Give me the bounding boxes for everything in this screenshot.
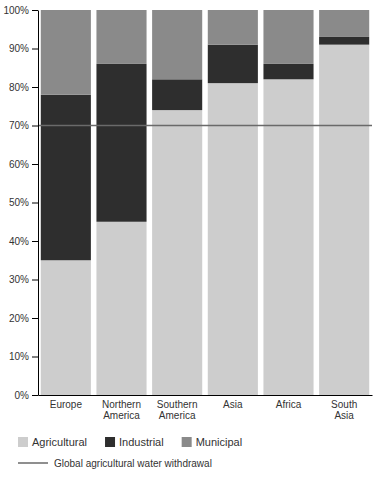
x-tick: NorthernAmerica bbox=[102, 395, 141, 421]
y-tick-label: 90% bbox=[9, 43, 29, 54]
y-tick: 90% bbox=[9, 43, 38, 54]
x-tick-label: Asia bbox=[223, 399, 243, 410]
bar-segment bbox=[96, 222, 146, 395]
reference-line bbox=[38, 125, 372, 127]
legend-label: Industrial bbox=[119, 436, 164, 448]
bar-segment bbox=[41, 95, 91, 261]
series bbox=[41, 45, 369, 395]
bar-segment bbox=[263, 79, 313, 395]
bar-segment bbox=[319, 37, 369, 45]
y-tick-mark bbox=[32, 280, 38, 281]
x-tick-label-line: Asia bbox=[334, 410, 354, 421]
bar-segment bbox=[263, 64, 313, 79]
legend-line bbox=[18, 462, 48, 464]
legend-item: Municipal bbox=[182, 436, 242, 448]
y-tick-label: 80% bbox=[9, 82, 29, 93]
y-tick: 80% bbox=[9, 82, 38, 93]
y-tick-mark bbox=[32, 10, 38, 11]
y-tick-mark bbox=[32, 357, 38, 358]
bar-segment bbox=[152, 79, 202, 110]
x-tick: SouthernAmerica bbox=[157, 395, 198, 421]
x-tick-label-line: Southern bbox=[157, 399, 198, 410]
y-tick: 60% bbox=[9, 159, 38, 170]
y-tick: 20% bbox=[9, 313, 38, 324]
bar-segment bbox=[96, 64, 146, 222]
x-tick-label: Africa bbox=[276, 399, 302, 410]
legend-swatch bbox=[182, 437, 192, 447]
bar-segment bbox=[41, 260, 91, 395]
y-tick-mark bbox=[32, 164, 38, 165]
bar-segment bbox=[208, 45, 258, 84]
bar-segment bbox=[319, 45, 369, 395]
y-tick-label: 20% bbox=[9, 313, 29, 324]
x-tick-label: SouthAsia bbox=[331, 399, 357, 421]
y-tick: 70% bbox=[9, 120, 38, 131]
legend-item: Agricultural bbox=[18, 436, 87, 448]
x-tick-label-line: Europe bbox=[50, 399, 83, 410]
y-tick-label: 100% bbox=[3, 5, 29, 16]
plot-area bbox=[38, 10, 372, 395]
y-tick: 50% bbox=[9, 197, 38, 208]
y-tick-mark bbox=[32, 241, 38, 242]
y-tick-label: 0% bbox=[15, 390, 30, 401]
y-tick-mark bbox=[32, 87, 38, 88]
y-tick-label: 10% bbox=[9, 351, 29, 362]
x-axis: EuropeNorthernAmericaSouthernAmericaAsia… bbox=[39, 395, 373, 421]
bar-segment bbox=[41, 10, 91, 95]
legend-label: Municipal bbox=[196, 436, 242, 448]
x-tick: SouthAsia bbox=[331, 395, 357, 421]
x-tick: Africa bbox=[276, 395, 302, 410]
x-tick-label: NorthernAmerica bbox=[102, 399, 141, 421]
chart: 0% 10% 20% 30% 40% 50% 60% 70% 80% 90% 100% Europe N… bbox=[0, 0, 380, 483]
legend-label: Global agricultural water withdrawal bbox=[54, 458, 212, 469]
x-tick: Europe bbox=[50, 395, 83, 410]
bar-segment bbox=[96, 10, 146, 64]
bar-segment bbox=[152, 110, 202, 395]
x-tick-label: SouthernAmerica bbox=[157, 399, 198, 421]
x-tick: Asia bbox=[223, 395, 243, 410]
y-tick-label: 30% bbox=[9, 274, 29, 285]
x-tick-label-line: Africa bbox=[276, 399, 302, 410]
x-tick-label-line: Northern bbox=[102, 399, 141, 410]
legend-swatch bbox=[18, 437, 28, 447]
y-tick: 40% bbox=[9, 236, 38, 247]
legend-item: Industrial bbox=[105, 436, 164, 448]
y-tick: 30% bbox=[9, 274, 38, 285]
y-tick: 0% bbox=[15, 390, 38, 401]
x-tick-label: Europe bbox=[50, 399, 83, 410]
y-tick-mark bbox=[32, 203, 38, 204]
y-tick-mark bbox=[32, 395, 38, 396]
y-tick-label: 50% bbox=[9, 197, 29, 208]
y-tick-mark bbox=[32, 318, 38, 319]
bar-segment bbox=[208, 10, 258, 45]
bar-segment bbox=[263, 10, 313, 64]
x-tick-label-line: America bbox=[103, 410, 140, 421]
y-tick-mark bbox=[32, 126, 38, 127]
legend: Agricultural Industrial Municipal Global ag… bbox=[18, 436, 242, 469]
y-tick-label: 70% bbox=[9, 120, 29, 131]
series bbox=[41, 10, 369, 95]
y-tick: 10% bbox=[9, 351, 38, 362]
y-axis: 0% 10% 20% 30% 40% 50% 60% 70% 80% 90% 100% bbox=[3, 5, 38, 401]
y-axis-line bbox=[38, 11, 39, 396]
x-tick-label-line: America bbox=[159, 410, 196, 421]
legend-item: Global agricultural water withdrawal bbox=[18, 458, 212, 469]
y-tick-label: 40% bbox=[9, 236, 29, 247]
bar-segment bbox=[208, 83, 258, 395]
bar-segment bbox=[319, 10, 369, 37]
y-tick-label: 60% bbox=[9, 159, 29, 170]
y-tick: 100% bbox=[3, 5, 38, 16]
y-tick-mark bbox=[32, 49, 38, 50]
x-axis-line bbox=[39, 395, 373, 396]
bar-segment bbox=[152, 10, 202, 79]
x-tick-label-line: South bbox=[331, 399, 357, 410]
x-tick-label-line: Asia bbox=[223, 399, 243, 410]
legend-label: Agricultural bbox=[32, 436, 87, 448]
legend-swatch bbox=[105, 437, 115, 447]
